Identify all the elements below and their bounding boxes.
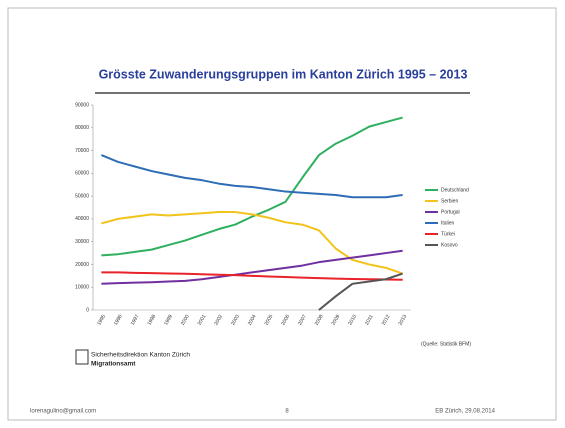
y-tick-label: 50000 — [75, 193, 89, 199]
series-line — [101, 249, 403, 285]
x-tick-label: 1996 — [113, 314, 124, 327]
series-line — [101, 271, 403, 281]
x-tick-label: 1998 — [146, 314, 157, 327]
series-line — [101, 116, 403, 257]
x-tick-label: 1995 — [96, 314, 107, 327]
y-tick-label: 90000 — [75, 102, 89, 108]
legend-label: Serbien — [441, 198, 458, 204]
x-tick-label: 2012 — [381, 314, 392, 327]
footer-left: lorenagulino@gmail.com — [30, 409, 96, 415]
series-line — [101, 211, 403, 275]
x-tick-label: 2003 — [230, 314, 241, 327]
x-tick-label: 2002 — [213, 314, 224, 327]
y-tick-label: 20000 — [75, 262, 89, 268]
logo-icon — [75, 349, 89, 365]
x-tick-label: 2001 — [197, 314, 208, 327]
legend-label: Türkei — [441, 231, 455, 237]
x-tick-label: 2007 — [297, 314, 308, 327]
series-line — [100, 154, 403, 199]
logo: Sicherheitsdirektion Kanton Zürich Migra… — [75, 349, 190, 368]
legend-label: Deutschland — [441, 187, 469, 193]
x-tick-label: 2009 — [331, 314, 342, 327]
footer-center: 8 — [285, 409, 289, 415]
logo-line2: Migrationsamt — [91, 361, 136, 368]
x-tick-label: 2011 — [364, 314, 375, 327]
legend-label: Kosovo — [441, 242, 458, 248]
x-tick-label: 2010 — [347, 314, 358, 327]
x-tick-label: 2008 — [314, 314, 325, 327]
legend-label: Italien — [441, 220, 455, 226]
x-tick-label: 2005 — [264, 314, 275, 327]
y-tick-label: 70000 — [75, 148, 89, 154]
y-tick-label: 10000 — [75, 285, 89, 291]
y-tick-label: 60000 — [75, 171, 89, 177]
y-tick-label: 0 — [86, 307, 89, 313]
slide-border — [7, 7, 557, 421]
x-tick-label: 1997 — [130, 314, 141, 327]
legend-label: Portugal — [441, 209, 460, 215]
logo-line1: Sicherheitsdirektion Kanton Zürich — [91, 352, 190, 359]
y-tick-label: 40000 — [75, 216, 89, 222]
y-tick-label: 80000 — [75, 125, 89, 131]
x-tick-label: 2006 — [280, 314, 291, 327]
series-line — [318, 272, 403, 311]
y-tick-label: 30000 — [75, 239, 89, 245]
chart-title: Grösste Zuwanderungsgruppen im Kanton Zü… — [99, 67, 468, 81]
x-tick-label: 1999 — [163, 314, 174, 327]
x-tick-label: 2013 — [398, 314, 409, 327]
footer-right: EB Zürich, 29.08.2014 — [435, 409, 495, 415]
x-tick-label: 2000 — [180, 314, 191, 327]
x-tick-label: 2004 — [247, 314, 258, 327]
source: (Quelle: Statistik BFM) — [421, 341, 471, 347]
